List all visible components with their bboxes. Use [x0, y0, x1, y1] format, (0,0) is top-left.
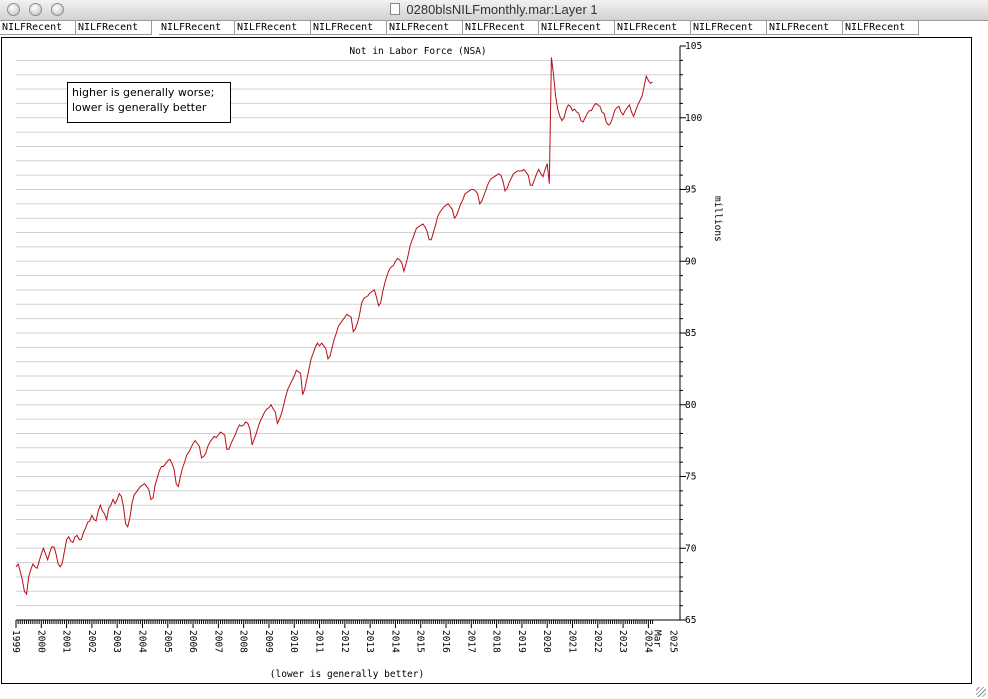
- y-tick-label: 105: [685, 41, 702, 52]
- x-axis-ticks: 1999 2000 2001 2002 2003 2004 2005 2006 2007 2008…: [10, 620, 679, 653]
- x-tick-label: 2025: [668, 630, 679, 653]
- x-tick-label: 2006: [187, 630, 198, 653]
- chart-pane: [1, 37, 972, 684]
- x-tick-label: 2007: [212, 630, 223, 653]
- layer-tab[interactable]: NILFRecent: [387, 21, 463, 35]
- x-tick-label: 2012: [339, 630, 350, 653]
- window-title: 0280blsNILFmonthly.mar:Layer 1: [406, 2, 598, 17]
- layer-tab[interactable]: NILFRecent: [767, 21, 843, 35]
- window-title-area: 0280blsNILFmonthly.mar:Layer 1: [0, 2, 988, 17]
- x-tick-label: 2010: [288, 630, 299, 653]
- x-tick-label: 2009: [263, 630, 274, 653]
- layer-tab[interactable]: NILFRecent: [463, 21, 539, 35]
- y-axis-ticks: 65 70 75 80 85 90 95 100 105: [680, 41, 702, 626]
- y-tick-label: 95: [685, 185, 696, 196]
- x-tick-label: 2003: [111, 630, 122, 653]
- layer-tab[interactable]: NILFRecent: [615, 21, 691, 35]
- layer-tab[interactable]: NILFRecent: [311, 21, 387, 35]
- x-tick-label: 2019: [516, 630, 527, 653]
- x-tick-label: 2011: [314, 630, 325, 653]
- y-tick-label: 90: [685, 256, 697, 267]
- window-titlebar: 0280blsNILFmonthly.mar:Layer 1: [0, 0, 988, 21]
- x-tick-label: 2004: [136, 630, 147, 653]
- zoom-window-button[interactable]: [51, 3, 64, 16]
- x-axis-label: (lower is generally better): [270, 669, 424, 680]
- x-tick-label: 2020: [541, 630, 552, 653]
- x-tick-label: 2001: [61, 630, 72, 653]
- y-axis-label: millions: [712, 196, 723, 242]
- chart-title: Not in Labor Force (NSA): [349, 46, 486, 57]
- resize-grip-icon[interactable]: [976, 687, 986, 697]
- x-tick-label: 1999: [10, 630, 21, 653]
- x-tick-label: 2017: [465, 630, 476, 653]
- x-tick-label: 2002: [86, 630, 97, 653]
- series-line: [15, 57, 653, 596]
- layer-tab-bar: NILFRecent NILFRecent NILFRecent NILFRec…: [0, 21, 988, 36]
- document-icon: [390, 3, 401, 15]
- x-tick-label: 2014: [389, 630, 400, 653]
- y-tick-label: 85: [685, 328, 696, 339]
- layer-tab[interactable]: NILFRecent: [76, 21, 152, 35]
- x-tick-label: Mar: [652, 630, 663, 647]
- x-tick-label: 2016: [440, 630, 451, 653]
- x-tick-label: 2021: [566, 630, 577, 653]
- layer-tab[interactable]: NILFRecent: [235, 21, 311, 35]
- annotation-box: higher is generally worse; lower is gene…: [67, 82, 231, 123]
- y-tick-label: 70: [685, 543, 697, 554]
- x-tick-label: 2005: [162, 630, 173, 653]
- y-tick-label: 75: [685, 472, 696, 483]
- layer-tab[interactable]: NILFRecent: [159, 21, 235, 35]
- x-tick-label: 2022: [592, 630, 603, 653]
- minimize-window-button[interactable]: [29, 3, 42, 16]
- horizontal-scrollbar[interactable]: [0, 685, 988, 699]
- annotation-line: lower is generally better: [72, 101, 207, 114]
- x-tick-label: 2023: [617, 630, 628, 653]
- x-tick-label: 2013: [364, 630, 375, 653]
- x-tick-label: 2024: [642, 630, 653, 653]
- close-window-button[interactable]: [7, 3, 20, 16]
- layer-tab[interactable]: NILFRecent: [0, 21, 76, 35]
- x-tick-label: 2018: [491, 630, 502, 653]
- x-tick-label: 2000: [35, 630, 46, 653]
- y-tick-label: 65: [685, 615, 696, 626]
- layer-tab[interactable]: NILFRecent: [539, 21, 615, 35]
- x-tick-label: 2015: [415, 630, 426, 653]
- layer-tab[interactable]: NILFRecent: [691, 21, 767, 35]
- y-tick-label: 80: [685, 400, 697, 411]
- x-tick-label: 2008: [238, 630, 249, 653]
- annotation-line: higher is generally worse;: [72, 86, 215, 99]
- gridlines: [16, 59, 680, 607]
- y-tick-label: 100: [685, 113, 702, 124]
- vertical-scrollbar[interactable]: [973, 37, 988, 684]
- layer-tab[interactable]: NILFRecent: [843, 21, 919, 35]
